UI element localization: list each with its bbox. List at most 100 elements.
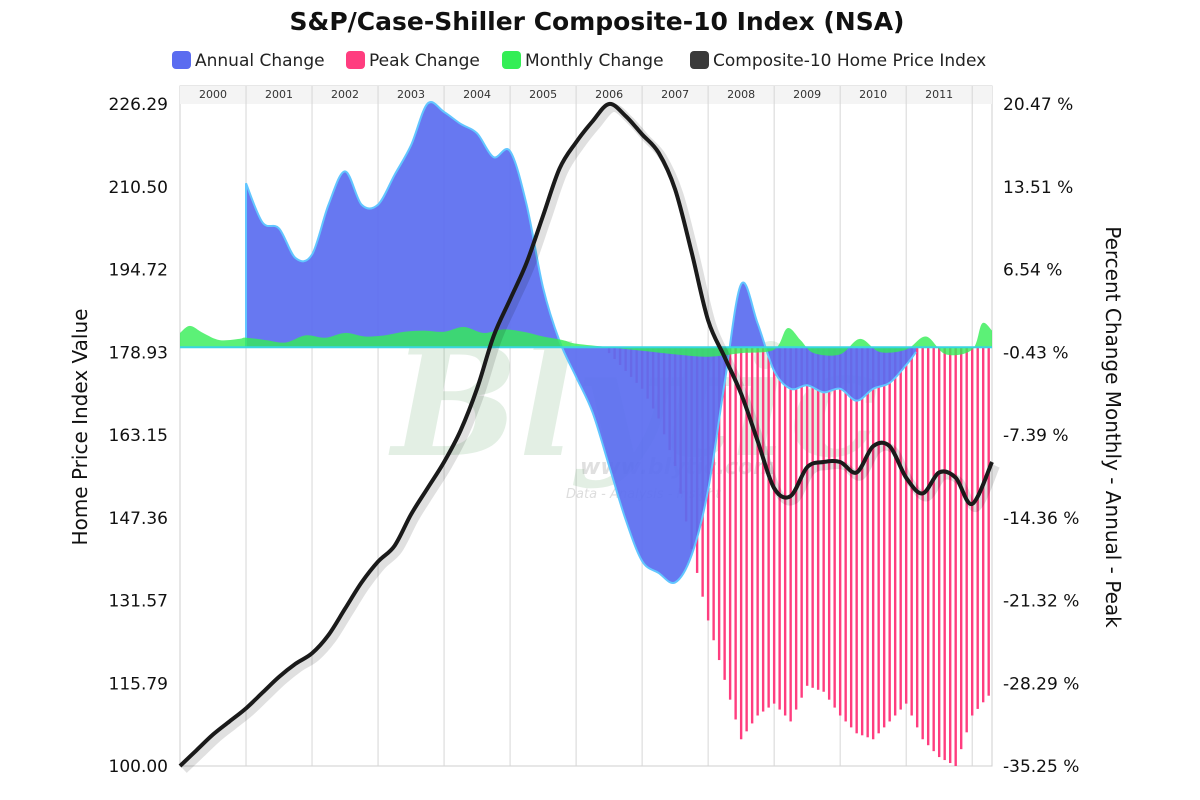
peak-bar xyxy=(734,347,737,720)
peak-bar xyxy=(893,347,897,716)
left-tick-label: 226.29 xyxy=(109,95,168,115)
peak-bar xyxy=(915,347,919,728)
peak-bar xyxy=(844,347,847,722)
year-label: 2011 xyxy=(925,88,953,101)
peak-bar xyxy=(888,347,891,722)
peak-bar xyxy=(778,347,781,710)
peak-bar xyxy=(723,347,726,680)
left-tick-label: 210.50 xyxy=(109,178,168,198)
legend-item: Composite-10 Home Price Index xyxy=(690,51,986,71)
peak-bar xyxy=(976,347,979,709)
left-axis-ticks: 226.29 210.50 194.72 178.93 163.15 147.36 131.… xyxy=(109,95,168,777)
peak-bar xyxy=(712,347,715,641)
legend-item: Peak Change xyxy=(346,51,480,71)
year-label: 2001 xyxy=(265,88,293,101)
peak-bar xyxy=(899,347,902,710)
right-tick-label: -7.39 % xyxy=(1003,426,1069,446)
peak-bar xyxy=(937,347,941,758)
year-labels: 2000 2001 2002 2003 2004 2005 2006 2007 2008 2009… xyxy=(199,88,953,101)
right-tick-label: -21.32 % xyxy=(1003,592,1079,612)
peak-bar xyxy=(948,347,952,764)
annual-change-outline xyxy=(245,101,917,585)
right-tick-label: -28.29 % xyxy=(1003,674,1079,694)
peak-bar xyxy=(745,347,748,732)
peak-bar xyxy=(822,347,825,692)
peak-bar xyxy=(827,347,831,700)
year-label: 2009 xyxy=(793,88,821,101)
left-tick-label: 194.72 xyxy=(109,261,168,281)
year-label: 2003 xyxy=(397,88,425,101)
peak-bar xyxy=(794,347,798,710)
peak-bar xyxy=(871,347,875,740)
peak-bar xyxy=(739,347,743,740)
peak-bar xyxy=(767,347,770,708)
left-tick-label: 115.79 xyxy=(109,674,168,694)
year-label: 2010 xyxy=(859,88,887,101)
right-tick-label: -14.36 % xyxy=(1003,509,1079,529)
peak-bar xyxy=(756,347,759,716)
peak-bar xyxy=(849,347,853,728)
peak-bar xyxy=(750,347,754,724)
right-tick-label: 13.51 % xyxy=(1003,178,1073,198)
peak-bar xyxy=(838,347,842,716)
legend-label: Monthly Change xyxy=(525,51,664,71)
peak-bar xyxy=(761,347,765,712)
peak-bar xyxy=(954,347,957,766)
legend-swatch xyxy=(502,51,521,69)
index-line-shadow xyxy=(181,103,1000,773)
monthly-change-area xyxy=(180,322,992,357)
left-tick-label: 100.00 xyxy=(109,757,168,777)
year-label: 2004 xyxy=(463,88,491,101)
left-tick-label: 178.93 xyxy=(109,343,168,363)
peak-bar xyxy=(783,347,787,716)
left-axis-title: Home Price Index Value xyxy=(68,309,92,546)
right-tick-label: -0.43 % xyxy=(1003,343,1069,363)
peak-bar xyxy=(959,347,963,750)
peak-bar xyxy=(717,347,721,661)
peak-bar xyxy=(926,347,930,746)
peak-bar xyxy=(921,347,924,740)
right-axis-title: Percent Change Monthly - Annual - Peak xyxy=(1101,226,1125,628)
index-line xyxy=(178,101,994,768)
peak-bar xyxy=(965,347,968,733)
peak-bar xyxy=(904,347,908,704)
annual-change-area xyxy=(246,102,917,584)
year-label: 2008 xyxy=(727,88,755,101)
peak-bar xyxy=(855,347,858,734)
peak-bar xyxy=(800,347,803,698)
peak-bar xyxy=(882,347,886,728)
peak-bar xyxy=(789,347,792,722)
chart-title: S&P/Case-Shiller Composite-10 Index (NSA… xyxy=(290,7,905,36)
year-band xyxy=(180,86,992,104)
left-tick-label: 147.36 xyxy=(109,509,168,529)
peak-bar xyxy=(728,347,732,700)
peak-bar xyxy=(833,347,836,708)
peak-bar xyxy=(860,347,864,736)
legend-swatch xyxy=(346,51,365,69)
peak-bar xyxy=(987,347,990,696)
legend-swatch xyxy=(172,51,191,69)
year-label: 2006 xyxy=(595,88,623,101)
peak-bar xyxy=(970,347,974,716)
left-tick-label: 163.15 xyxy=(109,426,168,446)
peak-bar xyxy=(910,347,913,716)
peak-bar xyxy=(877,347,880,734)
peak-bar xyxy=(811,347,814,688)
peak-bar xyxy=(772,347,776,704)
chart-legend: Annual Change Peak Change Monthly Change Co… xyxy=(172,51,986,71)
year-label: 2000 xyxy=(199,88,227,101)
right-axis-ticks: 20.47 % 13.51 % 6.54 % -0.43 % -7.39 % -14.36… xyxy=(1003,95,1079,777)
left-tick-label: 131.57 xyxy=(109,592,168,612)
right-tick-label: 20.47 % xyxy=(1003,95,1073,115)
legend-item: Monthly Change xyxy=(502,51,664,71)
peak-bar xyxy=(866,347,869,738)
year-label: 2002 xyxy=(331,88,359,101)
legend-swatch xyxy=(690,51,709,69)
peak-bar xyxy=(943,347,946,761)
peak-bar xyxy=(816,347,820,690)
right-tick-label: 6.54 % xyxy=(1003,261,1062,281)
peak-bar xyxy=(981,347,985,703)
year-label: 2007 xyxy=(661,88,689,101)
